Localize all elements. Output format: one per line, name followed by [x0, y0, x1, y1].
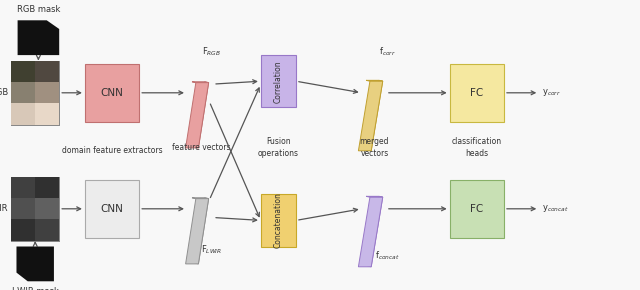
Text: y$_{corr}$: y$_{corr}$ — [543, 87, 561, 98]
Text: I WIR mask: I WIR mask — [12, 287, 59, 290]
Text: f$_{concat}$: f$_{concat}$ — [375, 249, 399, 262]
Text: CNN: CNN — [100, 204, 124, 214]
FancyBboxPatch shape — [12, 61, 35, 82]
FancyBboxPatch shape — [35, 220, 60, 241]
Text: RGB: RGB — [0, 88, 8, 97]
Polygon shape — [358, 197, 383, 267]
Polygon shape — [358, 81, 383, 151]
FancyBboxPatch shape — [12, 61, 60, 125]
FancyBboxPatch shape — [35, 82, 60, 104]
Text: y$_{concat}$: y$_{concat}$ — [543, 203, 569, 214]
FancyBboxPatch shape — [12, 82, 35, 104]
FancyBboxPatch shape — [12, 220, 35, 241]
FancyBboxPatch shape — [450, 64, 504, 122]
Text: domain feature extractors: domain feature extractors — [61, 146, 163, 155]
Text: merged
vectors: merged vectors — [360, 137, 389, 158]
Text: F$_{LWIR}$: F$_{LWIR}$ — [200, 244, 222, 256]
Text: Concatenation: Concatenation — [274, 193, 283, 248]
Polygon shape — [186, 199, 209, 264]
Text: Correlation: Correlation — [274, 60, 283, 102]
FancyBboxPatch shape — [35, 177, 60, 198]
Polygon shape — [366, 80, 383, 81]
FancyBboxPatch shape — [450, 180, 504, 238]
FancyBboxPatch shape — [261, 194, 296, 246]
Text: LWIR: LWIR — [0, 204, 8, 213]
Text: Fusion
operations: Fusion operations — [258, 137, 299, 158]
Polygon shape — [192, 198, 209, 199]
FancyBboxPatch shape — [12, 198, 35, 220]
Polygon shape — [366, 196, 383, 197]
Polygon shape — [195, 82, 209, 148]
Polygon shape — [195, 198, 209, 264]
FancyBboxPatch shape — [84, 64, 140, 122]
FancyBboxPatch shape — [35, 61, 60, 82]
Polygon shape — [186, 83, 209, 148]
Text: FC: FC — [470, 204, 483, 214]
Polygon shape — [17, 20, 60, 55]
Text: classification
heads: classification heads — [452, 137, 502, 158]
FancyBboxPatch shape — [35, 104, 60, 125]
Text: f$_{corr}$: f$_{corr}$ — [379, 46, 396, 58]
Polygon shape — [192, 82, 209, 83]
FancyBboxPatch shape — [261, 55, 296, 107]
Text: feature vectors: feature vectors — [172, 143, 231, 153]
FancyBboxPatch shape — [12, 104, 35, 125]
Polygon shape — [367, 80, 383, 151]
Polygon shape — [17, 246, 54, 281]
FancyBboxPatch shape — [12, 177, 35, 198]
FancyBboxPatch shape — [84, 180, 140, 238]
Text: CNN: CNN — [100, 88, 124, 98]
FancyBboxPatch shape — [12, 177, 60, 241]
Text: F$_{RGB}$: F$_{RGB}$ — [202, 46, 221, 58]
Text: FC: FC — [470, 88, 483, 98]
Polygon shape — [367, 196, 383, 267]
Text: RGB mask: RGB mask — [17, 6, 60, 14]
FancyBboxPatch shape — [35, 198, 60, 220]
